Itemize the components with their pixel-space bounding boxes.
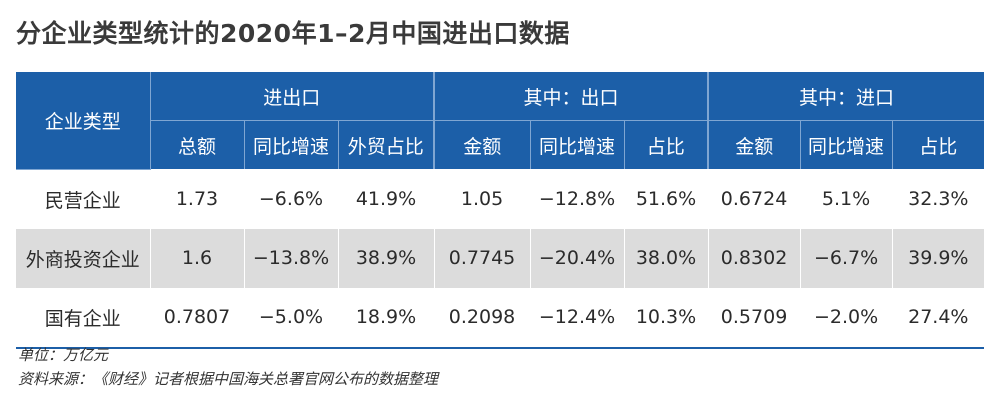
- table-row: 国有企业 0.7807 −5.0% 18.9% 0.2098 −12.4% 10…: [16, 287, 985, 349]
- table-cell: 0.7745: [433, 228, 531, 288]
- row-label: 民营企业: [16, 169, 150, 229]
- table-cell: 38.9%: [337, 228, 435, 288]
- row-label: 外商投资企业: [16, 228, 150, 288]
- header-row-label: 企业类型: [16, 72, 150, 170]
- table-cell: 38.0%: [623, 228, 709, 288]
- table-cell: −5.0%: [243, 287, 338, 349]
- table-cell: 10.3%: [623, 287, 709, 349]
- table-cell: −20.4%: [529, 228, 625, 288]
- table-row: 民营企业 1.73 −6.6% 41.9% 1.05 −12.8% 51.6% …: [16, 169, 985, 229]
- table-cell: 39.9%: [891, 228, 985, 288]
- table-cell: 1.73: [149, 169, 244, 229]
- table-cell: 1.6: [149, 228, 244, 288]
- header-subcolumn: 同比增速: [799, 120, 893, 169]
- header-group-import: 其中：进口: [707, 72, 985, 121]
- table-cell: 51.6%: [623, 169, 709, 229]
- header-subcolumn: 外贸占比: [337, 120, 435, 169]
- table-cell: 0.6724: [707, 169, 801, 229]
- header-subcolumn: 金额: [433, 120, 531, 169]
- table-cell: 0.2098: [433, 287, 531, 349]
- table-cell: 0.7807: [149, 287, 244, 349]
- table-cell: 1.05: [433, 169, 531, 229]
- header-group-import-export: 进出口: [149, 72, 435, 121]
- header-subcolumn: 占比: [891, 120, 985, 169]
- header-subcolumn: 总额: [149, 120, 244, 169]
- header-subcolumn: 同比增速: [529, 120, 625, 169]
- data-table: 企业类型 进出口 其中：出口 其中：进口 总额 同比增速 外贸占比 金额 同比增…: [16, 72, 985, 349]
- table-cell: 41.9%: [337, 169, 435, 229]
- table-cell: −12.8%: [529, 169, 625, 229]
- table-cell: −12.4%: [529, 287, 625, 349]
- table-cell: −6.6%: [243, 169, 338, 229]
- table-cell: 5.1%: [799, 169, 893, 229]
- table-cell: 27.4%: [891, 287, 985, 349]
- source-note: 资料来源：《财经》记者根据中国海关总署官网公布的数据整理: [18, 370, 439, 388]
- page-title: 分企业类型统计的2020年1–2月中国进出口数据: [16, 19, 570, 48]
- table-cell: −2.0%: [799, 287, 893, 349]
- table-cell: 32.3%: [891, 169, 985, 229]
- header-subcolumn: 同比增速: [243, 120, 338, 169]
- table-cell: 0.5709: [707, 287, 801, 349]
- header-group-export: 其中：出口: [433, 72, 709, 121]
- table-cell: 18.9%: [337, 287, 435, 349]
- table-row: 外商投资企业 1.6 −13.8% 38.9% 0.7745 −20.4% 38…: [16, 228, 985, 288]
- table-cell: −13.8%: [243, 228, 338, 288]
- table-cell: 0.8302: [707, 228, 801, 288]
- header-subcolumn: 占比: [623, 120, 709, 169]
- header-subcolumn: 金额: [707, 120, 801, 169]
- table-cell: −6.7%: [799, 228, 893, 288]
- unit-note: 单位：万亿元: [18, 346, 109, 364]
- row-label: 国有企业: [16, 287, 150, 349]
